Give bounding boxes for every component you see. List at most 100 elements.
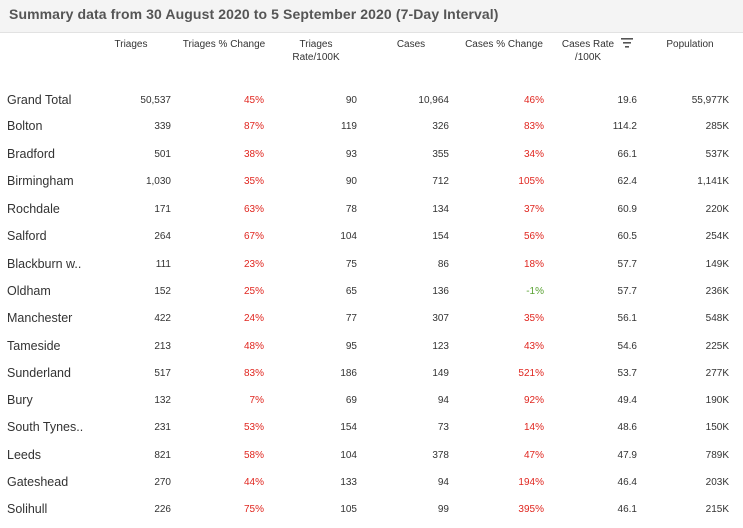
cell-triages-rate: 95 <box>345 341 357 352</box>
cell-cases-pct: 92% <box>523 395 544 406</box>
col-header-population[interactable]: Population <box>666 39 714 50</box>
cell-triages-pct: 23% <box>243 259 264 270</box>
cell-triages-pct: 38% <box>243 149 264 160</box>
cell-cases: 307 <box>432 313 449 324</box>
cell-population: 150K <box>705 422 729 433</box>
cell-cases-rate: 46.1 <box>617 504 637 515</box>
col-header-cases-rate[interactable]: Cases Rate /100K <box>557 38 619 64</box>
cell-triages-pct: 45% <box>243 95 264 106</box>
cell-triages: 517 <box>154 368 171 379</box>
cell-cases-pct: 37% <box>523 204 544 215</box>
col-header-cases-rate-line2: /100K <box>574 52 602 63</box>
cell-cases-pct: 521% <box>518 368 544 379</box>
cell-triages-pct: 35% <box>243 176 264 187</box>
cell-population: 548K <box>705 313 729 324</box>
row-label: Oldham <box>7 284 51 298</box>
cell-triages-rate: 65 <box>345 286 357 297</box>
table-row[interactable]: Bradford 501 38% 93 355 34% 66.1 537K <box>0 142 743 169</box>
cell-cases: 136 <box>432 286 449 297</box>
col-header-cases-rate-line1: Cases Rate <box>561 39 615 50</box>
cell-cases-rate: 54.6 <box>617 341 637 352</box>
cell-triages-rate: 186 <box>340 368 357 379</box>
cell-cases: 123 <box>432 341 449 352</box>
cell-cases: 10,964 <box>418 95 449 106</box>
cell-triages-rate: 78 <box>345 204 357 215</box>
cell-population: 215K <box>705 504 729 515</box>
col-header-cases[interactable]: Cases <box>396 39 426 50</box>
title-bar: Summary data from 30 August 2020 to 5 Se… <box>0 0 743 33</box>
cell-triages: 270 <box>154 477 171 488</box>
table-row[interactable]: Bolton 339 87% 119 326 83% 114.2 285K <box>0 114 743 141</box>
table-row[interactable]: Tameside 213 48% 95 123 43% 54.6 225K <box>0 334 743 361</box>
row-label: Bolton <box>7 119 43 133</box>
cell-triages: 226 <box>154 504 171 515</box>
cell-triages: 213 <box>154 341 171 352</box>
row-label: Gateshead <box>7 475 69 489</box>
cell-triages-pct: 63% <box>243 204 264 215</box>
table-row[interactable]: Bury 132 7% 69 94 92% 49.4 190K <box>0 388 743 415</box>
table-row[interactable]: Rochdale 171 63% 78 134 37% 60.9 220K <box>0 197 743 224</box>
cell-cases: 355 <box>432 149 449 160</box>
cell-triages: 264 <box>154 231 171 242</box>
cell-triages: 132 <box>154 395 171 406</box>
cell-cases: 94 <box>437 395 449 406</box>
table-row[interactable]: Manchester 422 24% 77 307 35% 56.1 548K <box>0 306 743 333</box>
cell-triages-pct: 44% <box>243 477 264 488</box>
table-row[interactable]: Birmingham 1,030 35% 90 712 105% 62.4 1,141K <box>0 169 743 196</box>
cell-triages-pct: 48% <box>243 341 264 352</box>
cell-triages-rate: 105 <box>340 504 357 515</box>
cell-cases-pct: -1% <box>526 286 544 297</box>
cell-population: 1,141K <box>697 176 729 187</box>
cell-triages-rate: 119 <box>341 121 357 132</box>
cell-cases-rate: 60.9 <box>617 204 637 215</box>
table-row[interactable]: Blackburn w.. 111 23% 75 86 18% 57.7 149K <box>0 252 743 279</box>
cell-cases-pct: 43% <box>523 341 544 352</box>
cell-triages-pct: 67% <box>243 231 264 242</box>
cell-population: 225K <box>705 341 729 352</box>
table-row[interactable]: Solihull 226 75% 105 99 395% 46.1 215K <box>0 497 743 524</box>
col-header-triages-pct[interactable]: Triages % Change <box>182 39 266 50</box>
cell-population: 55,977K <box>691 95 729 106</box>
col-header-triages-rate-line1: Triages <box>299 39 333 50</box>
row-label: Manchester <box>7 311 73 325</box>
cell-cases-rate: 56.1 <box>617 313 637 324</box>
cell-cases-rate: 57.7 <box>617 286 637 297</box>
cell-cases-pct: 47% <box>523 450 544 461</box>
cell-population: 285K <box>705 121 729 132</box>
cell-cases-rate: 19.6 <box>617 95 637 106</box>
table-row[interactable]: Salford 264 67% 104 154 56% 60.5 254K <box>0 224 743 251</box>
cell-triages: 152 <box>154 286 171 297</box>
cell-triages-rate: 133 <box>340 477 357 488</box>
cell-cases-pct: 18% <box>523 259 544 270</box>
cell-triages-pct: 7% <box>249 395 264 406</box>
cell-triages: 422 <box>154 313 171 324</box>
cell-cases: 378 <box>432 450 449 461</box>
table-row[interactable]: Grand Total 50,537 45% 90 10,964 46% 19.6 55,97… <box>0 88 743 115</box>
cell-triages-rate: 90 <box>345 95 357 106</box>
cell-population: 254K <box>705 231 729 242</box>
cell-cases: 149 <box>432 368 449 379</box>
table-row[interactable]: Leeds 821 58% 104 378 47% 47.9 789K <box>0 443 743 470</box>
table-row[interactable]: Oldham 152 25% 65 136 -1% 57.7 236K <box>0 279 743 306</box>
cell-triages: 50,537 <box>140 95 171 106</box>
cell-cases-rate: 46.4 <box>617 477 637 488</box>
cell-triages-pct: 75% <box>243 504 264 515</box>
sort-icon[interactable] <box>620 37 634 49</box>
row-label: Birmingham <box>7 174 74 188</box>
cell-cases-pct: 83% <box>523 121 544 132</box>
table-row[interactable]: South Tynes.. 231 53% 154 73 14% 48.6 150K <box>0 415 743 442</box>
row-label: Grand Total <box>7 93 72 107</box>
table-row[interactable]: Gateshead 270 44% 133 94 194% 46.4 203K <box>0 470 743 497</box>
row-label: Bradford <box>7 147 55 161</box>
table-row[interactable]: Sunderland 517 83% 186 149 521% 53.7 277K <box>0 361 743 388</box>
cell-triages: 1,030 <box>145 176 171 187</box>
col-header-triages[interactable]: Triages <box>114 39 148 50</box>
cell-triages-pct: 83% <box>243 368 264 379</box>
col-header-cases-pct[interactable]: Cases % Change <box>465 39 543 50</box>
cell-cases-rate: 62.4 <box>617 176 637 187</box>
page-title: Summary data from 30 August 2020 to 5 Se… <box>9 6 499 22</box>
col-header-triages-rate[interactable]: Triages Rate/100K <box>283 38 349 64</box>
cell-triages: 231 <box>154 422 171 433</box>
cell-triages-rate: 154 <box>340 422 357 433</box>
cell-triages: 111 <box>155 259 171 270</box>
